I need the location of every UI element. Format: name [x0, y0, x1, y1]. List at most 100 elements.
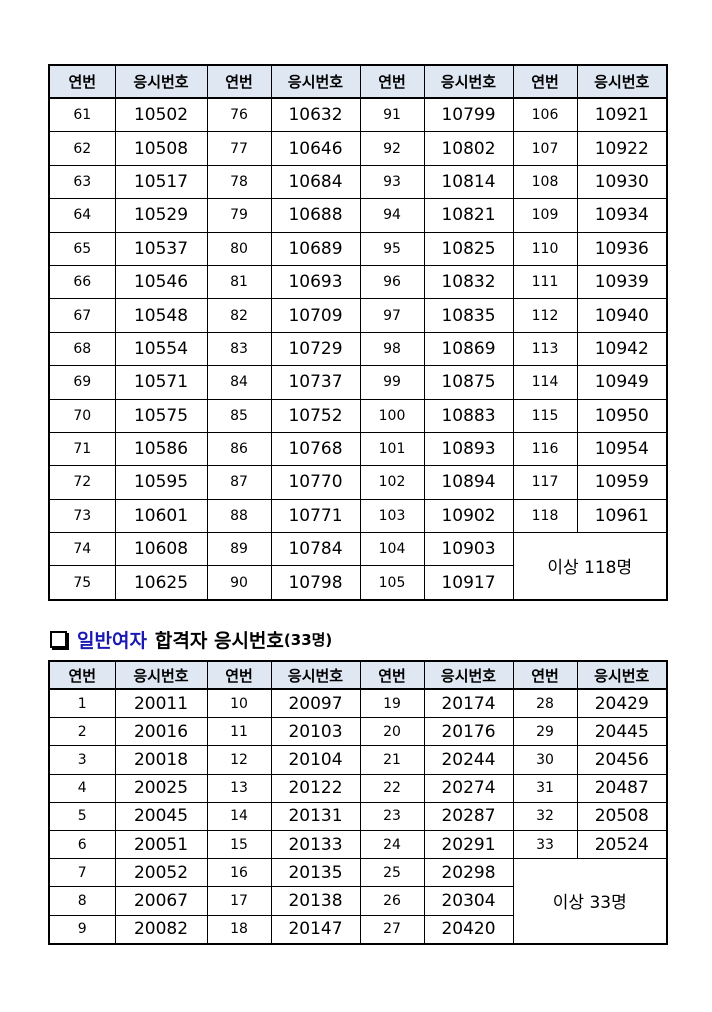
- seq-cell: 22: [359, 773, 425, 803]
- seq-cell: 99: [359, 365, 425, 400]
- seq-cell: 33: [512, 829, 578, 860]
- exam-number-cell: 10625: [114, 565, 208, 601]
- exam-number-cell: 10814: [423, 164, 514, 200]
- seq-cell: 72: [48, 465, 116, 500]
- seq-cell: 1: [48, 688, 116, 719]
- section-heading: 일반여자 합격자 응시번호 (33명): [48, 624, 332, 654]
- seq-cell: 11: [206, 717, 272, 747]
- exam-number-cell: 10954: [576, 431, 668, 467]
- exam-number-cell: 10835: [423, 298, 514, 333]
- header-seq: 연번: [48, 64, 116, 99]
- exam-number-cell: 10546: [114, 264, 208, 300]
- exam-number-cell: 10770: [270, 465, 361, 500]
- seq-cell: 87: [206, 465, 272, 500]
- header-seq: 연번: [48, 660, 116, 690]
- seq-cell: 5: [48, 801, 116, 831]
- exam-number-cell: 20018: [114, 745, 208, 775]
- exam-number-cell: 20147: [270, 914, 361, 945]
- exam-number-cell: 20103: [270, 717, 361, 747]
- table-row: 5 20045 14 20131 23 20287 32 20508: [48, 801, 668, 831]
- summary-cell: 이상 118명: [512, 532, 668, 601]
- exam-number-cell: 20138: [270, 886, 361, 916]
- seq-cell: 97: [359, 298, 425, 333]
- exam-number-cell: 10601: [114, 498, 208, 534]
- seq-cell: 83: [206, 331, 272, 367]
- header-exam-number: 응시번호: [576, 660, 668, 690]
- checkbox-bullet-icon: [50, 630, 67, 648]
- exam-number-cell: 10608: [114, 532, 208, 567]
- seq-cell: 2: [48, 717, 116, 747]
- exam-number-cell: 10894: [423, 465, 514, 500]
- exam-number-cell: 20176: [423, 717, 514, 747]
- seq-cell: 94: [359, 198, 425, 233]
- header-exam-number: 응시번호: [423, 660, 514, 690]
- seq-cell: 112: [512, 298, 578, 333]
- exam-number-cell: 10508: [114, 131, 208, 166]
- table-row: 67 10548 82 10709 97 10835 112 10940: [48, 298, 668, 333]
- summary-cell: 이상 33명: [512, 858, 668, 945]
- seq-cell: 63: [48, 164, 116, 200]
- seq-cell: 106: [512, 97, 578, 133]
- exam-number-cell: 10784: [270, 532, 361, 567]
- exam-number-cell: 10646: [270, 131, 361, 166]
- seq-cell: 95: [359, 231, 425, 266]
- seq-cell: 110: [512, 231, 578, 266]
- exam-number-cell: 10595: [114, 465, 208, 500]
- exam-number-cell: 10949: [576, 365, 668, 400]
- seq-cell: 23: [359, 801, 425, 831]
- heading-title: 합격자 응시번호: [154, 629, 284, 652]
- exam-number-cell: 20133: [270, 829, 361, 860]
- seq-cell: 70: [48, 398, 116, 433]
- exam-number-cell: 10825: [423, 231, 514, 266]
- exam-number-cell: 10548: [114, 298, 208, 333]
- seq-cell: 98: [359, 331, 425, 367]
- seq-cell: 116: [512, 431, 578, 467]
- exam-number-cell: 20304: [423, 886, 514, 916]
- seq-cell: 78: [206, 164, 272, 200]
- exam-number-cell: 20051: [114, 829, 208, 860]
- exam-number-cell: 20131: [270, 801, 361, 831]
- exam-number-cell: 10917: [423, 565, 514, 601]
- table-row: 65 10537 80 10689 95 10825 110 10936: [48, 231, 668, 266]
- header-seq: 연번: [359, 64, 425, 99]
- exam-number-cell: 20274: [423, 773, 514, 803]
- exam-number-cell: 10939: [576, 264, 668, 300]
- seq-cell: 100: [359, 398, 425, 433]
- category-highlight: 일반여자: [77, 629, 147, 652]
- table-row: 70 10575 85 10752 100 10883 115 10950: [48, 398, 668, 433]
- seq-cell: 20: [359, 717, 425, 747]
- exam-number-cell: 10693: [270, 264, 361, 300]
- seq-cell: 4: [48, 773, 116, 803]
- seq-cell: 6: [48, 829, 116, 860]
- seq-cell: 67: [48, 298, 116, 333]
- exam-number-cell: 10821: [423, 198, 514, 233]
- table-row: 73 10601 88 10771 103 10902 118 10961: [48, 498, 668, 534]
- seq-cell: 90: [206, 565, 272, 601]
- seq-cell: 27: [359, 914, 425, 945]
- seq-cell: 88: [206, 498, 272, 534]
- seq-cell: 16: [206, 858, 272, 888]
- seq-cell: 25: [359, 858, 425, 888]
- seq-cell: 101: [359, 431, 425, 467]
- seq-cell: 96: [359, 264, 425, 300]
- seq-cell: 31: [512, 773, 578, 803]
- exam-number-cell: 10709: [270, 298, 361, 333]
- exam-number-cell: 20052: [114, 858, 208, 888]
- seq-cell: 111: [512, 264, 578, 300]
- seq-cell: 80: [206, 231, 272, 266]
- table-row: 6 20051 15 20133 24 20291 33 20524: [48, 829, 668, 860]
- exam-number-cell: 10802: [423, 131, 514, 166]
- seq-cell: 85: [206, 398, 272, 433]
- exam-number-cell: 20456: [576, 745, 668, 775]
- header-exam-number: 응시번호: [114, 64, 208, 99]
- exam-number-cell: 10961: [576, 498, 668, 534]
- exam-number-cell: 10883: [423, 398, 514, 433]
- seq-cell: 73: [48, 498, 116, 534]
- exam-number-cell: 10798: [270, 565, 361, 601]
- seq-cell: 89: [206, 532, 272, 567]
- exam-number-cell: 10752: [270, 398, 361, 433]
- exam-number-cell: 10893: [423, 431, 514, 467]
- seq-cell: 15: [206, 829, 272, 860]
- exam-number-cell: 10936: [576, 231, 668, 266]
- exam-number-cell: 10959: [576, 465, 668, 500]
